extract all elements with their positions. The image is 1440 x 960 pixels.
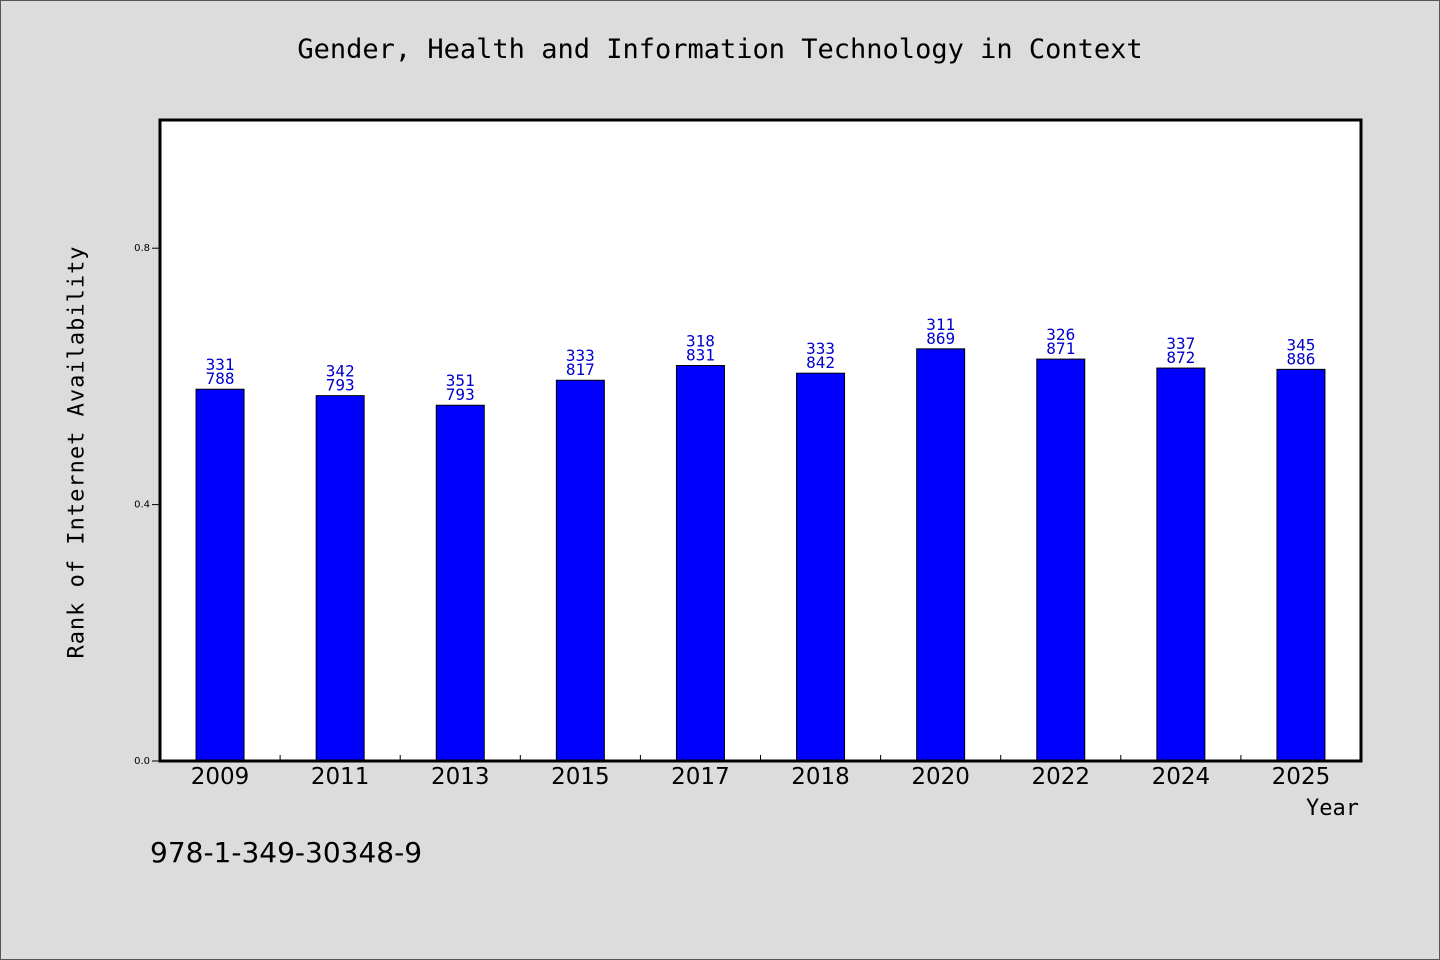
x-tick-label: 2022 — [1031, 764, 1090, 790]
bar — [435, 404, 485, 762]
x-tick-label: 2013 — [431, 764, 490, 790]
bar-label-bottom: 871 — [1046, 339, 1075, 358]
bar-label-bottom: 817 — [566, 360, 595, 379]
bar-label-top: 342 — [326, 362, 355, 381]
x-tick-label: 2018 — [791, 764, 850, 790]
bar-label-top: 318 — [686, 332, 715, 351]
bar — [555, 379, 605, 762]
bar-label-top: 333 — [566, 346, 595, 365]
bar — [796, 372, 846, 762]
bar-label-top: 345 — [1286, 335, 1315, 354]
bar-label-top: 333 — [806, 339, 835, 358]
x-tick-label: 2011 — [311, 764, 370, 790]
bar-label-top: 337 — [1166, 334, 1195, 353]
bar — [1276, 368, 1326, 762]
bar-label-bottom: 869 — [926, 329, 955, 348]
bar — [916, 348, 966, 762]
isbn-footer: 978-1-349-30348-9 — [150, 836, 423, 869]
bar-label-top: 311 — [926, 315, 955, 334]
bar — [315, 395, 365, 762]
x-tick-label: 2009 — [191, 764, 250, 790]
x-tick-label: 2024 — [1152, 764, 1211, 790]
bar-label-bottom: 842 — [806, 353, 835, 372]
bar-label-bottom: 831 — [686, 346, 715, 365]
bar — [195, 388, 245, 762]
bar-label-bottom: 788 — [206, 369, 235, 388]
bar-label-bottom: 793 — [446, 385, 475, 404]
bar-label-bottom: 872 — [1166, 348, 1195, 367]
x-tick-label: 2020 — [911, 764, 970, 790]
y-tick-label: 0.0 — [134, 756, 150, 767]
x-tick-label: 2015 — [551, 764, 610, 790]
bar-label-bottom: 793 — [326, 376, 355, 395]
y-tick-label: 0.4 — [134, 500, 150, 511]
bar — [675, 365, 725, 762]
y-tick-label: 0.8 — [134, 243, 150, 254]
x-tick-label: 2025 — [1272, 764, 1331, 790]
bar-label-top: 326 — [1046, 325, 1075, 344]
x-tick-label: 2017 — [671, 764, 730, 790]
bar-label-bottom: 886 — [1286, 349, 1315, 368]
plot-border — [158, 118, 1363, 763]
bar-label-top: 351 — [446, 371, 475, 390]
x-axis-label: Year — [1306, 796, 1359, 821]
bar-label-top: 331 — [206, 355, 235, 374]
bar — [1036, 358, 1086, 762]
chart-title: Gender, Health and Information Technolog… — [297, 34, 1143, 65]
bar — [1156, 367, 1206, 762]
